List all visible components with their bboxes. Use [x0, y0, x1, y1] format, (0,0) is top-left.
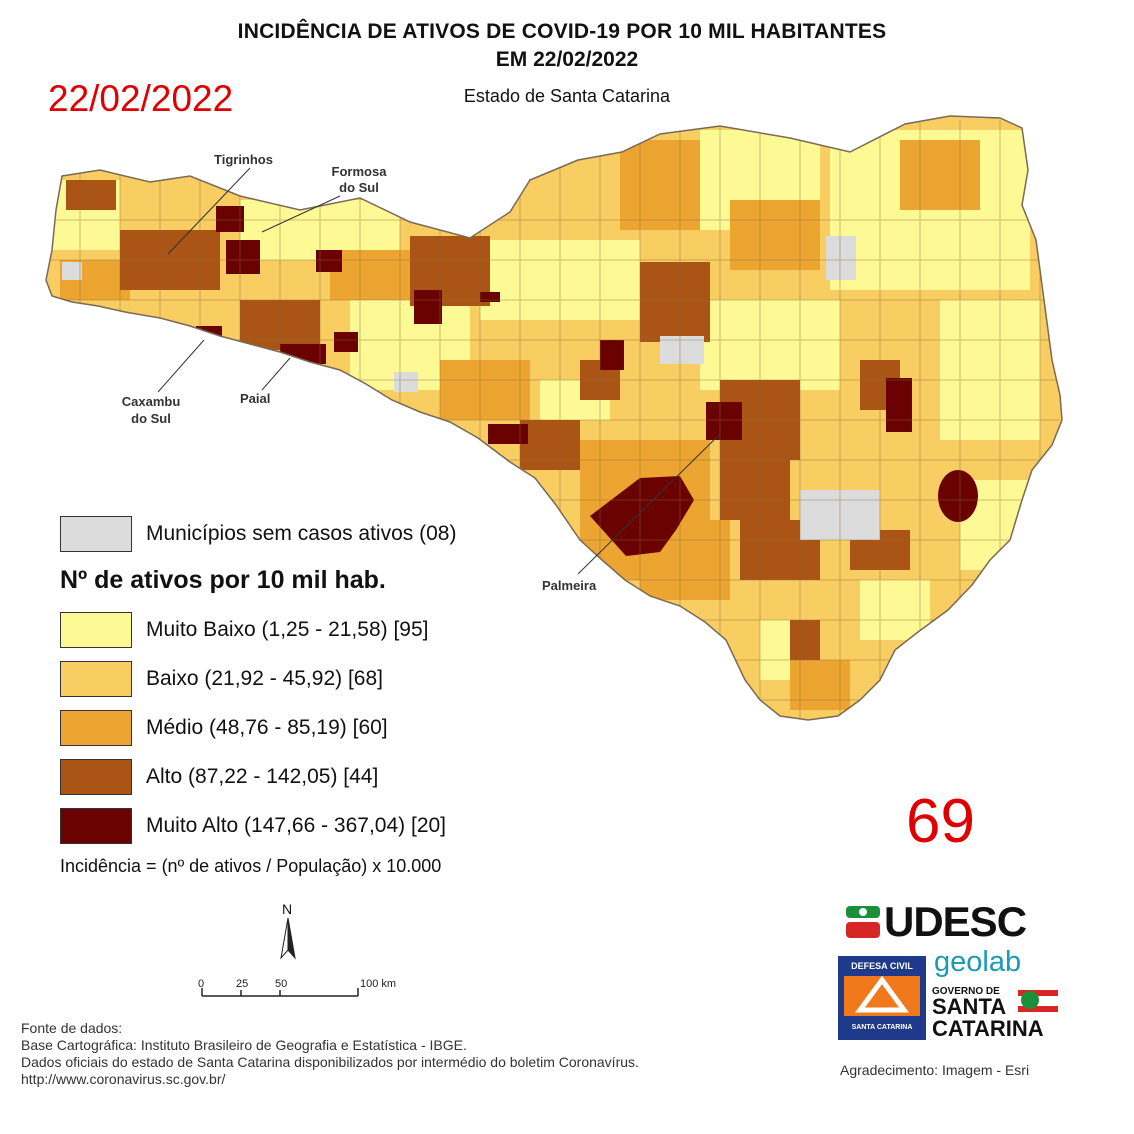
region-sem-casos [62, 262, 82, 280]
leader-tigrinhos [167, 167, 251, 255]
label-paial: Paial [240, 391, 271, 406]
scale-tick-100: 100 km [360, 978, 397, 990]
defesa-civil-bottom-text: SANTA CATARINA [838, 1016, 926, 1040]
region-muito-baixo [940, 300, 1040, 440]
legend-label-no-cases: Municípios sem casos ativos (08) [146, 522, 457, 545]
region-muito-alto [196, 326, 222, 356]
legend-label-muito-alto: Muito Alto (147,66 - 367,04) [20] [146, 814, 447, 837]
region-medio [900, 140, 980, 210]
region-muito-alto [600, 340, 624, 370]
date-annotation: 22/02/2022 [48, 78, 234, 119]
region-sem-casos [394, 372, 418, 392]
legend-swatch-muito-alto [60, 808, 132, 844]
region-muito-alto [334, 332, 358, 352]
data-sources: Fonte de dados: Base Cartográfica: Insti… [21, 1020, 639, 1088]
legend-heading: Nº de ativos por 10 mil hab. [60, 566, 386, 594]
legend-label-baixo: Baixo (21,92 - 45,92) [68] [146, 667, 383, 690]
label-leader-lines [157, 167, 721, 575]
region-medio [790, 660, 850, 710]
region-muito-alto [480, 292, 500, 302]
gov-sc-name: SANTA CATARINA [932, 996, 1044, 1040]
legend-label-muito-baixo: Muito Baixo (1,25 - 21,58) [95] [146, 618, 429, 641]
scale-tick-50: 50 [275, 978, 288, 990]
gov-sc-line1: GOVERNO DE [932, 986, 1000, 997]
leader-formosa [261, 195, 341, 233]
label-caxambu-line2: do Sul [131, 411, 171, 426]
sc-flag-logo [1018, 990, 1058, 1012]
scale-bar [201, 988, 359, 997]
region-muito-baixo [700, 300, 840, 390]
big-number-annotation: 69 [906, 787, 975, 856]
north-label: N [282, 901, 293, 917]
label-palmeira: Palmeira [542, 578, 597, 593]
region-alto [790, 620, 820, 660]
leader-palmeira [577, 433, 721, 575]
region-muito-alto [886, 378, 912, 432]
leader-caxambu [157, 339, 205, 393]
legend-swatch-medio [60, 710, 132, 746]
region-muito-alto [706, 402, 742, 440]
gov-sc-line3: CATARINA [932, 1016, 1044, 1041]
map-subtitle: Estado de Santa Catarina [463, 86, 671, 106]
leader-paial [261, 357, 291, 391]
source-line-4: http://www.coronavirus.sc.gov.br/ [21, 1071, 226, 1087]
legend-swatch-muito-baixo [60, 612, 132, 648]
label-tigrinhos: Tigrinhos [214, 152, 273, 167]
legend-swatch-no-cases [60, 516, 132, 552]
region-alto [640, 262, 710, 342]
region-sem-casos [660, 336, 704, 364]
udesc-logo-text: UDESC [884, 898, 1027, 945]
udesc-logo-mark [846, 906, 880, 938]
region-muito-alto [226, 240, 260, 274]
geolab-logo-text: geolab [934, 946, 1022, 978]
label-formosa-line2: do Sul [339, 180, 379, 195]
legend-label-medio: Médio (48,76 - 85,19) [60] [146, 716, 388, 739]
map-title-line1: INCIDÊNCIA DE ATIVOS DE COVID-19 POR 10 … [237, 20, 887, 43]
legend-swatch-alto [60, 759, 132, 795]
source-line-3: Dados oficiais do estado de Santa Catari… [21, 1054, 639, 1070]
region-alto [720, 460, 790, 520]
region-muito-alto [414, 290, 442, 324]
source-line-2: Base Cartográfica: Instituto Brasileiro … [21, 1037, 467, 1053]
region-muito-alto [216, 206, 244, 232]
acknowledgement: Agradecimento: Imagem - Esri [840, 1062, 1030, 1078]
source-line-1: Fonte de dados: [21, 1020, 123, 1036]
region-sem-casos [826, 236, 856, 280]
region-medio [440, 360, 530, 420]
label-caxambu-line1: Caxambu [121, 394, 181, 409]
legend-label-alto: Alto (87,22 - 142,05) [44] [146, 765, 379, 788]
state-border [45, 115, 1063, 721]
label-formosa-line1: Formosa [331, 164, 387, 179]
scale-tick-25: 25 [236, 978, 249, 990]
region-muito-baixo [860, 580, 930, 640]
region-muito-alto [316, 250, 342, 272]
region-medio [330, 250, 410, 300]
incidence-formula: Incidência = (nº de ativos / População) … [60, 856, 442, 876]
region-alto [66, 180, 116, 210]
legend-swatch-baixo [60, 661, 132, 697]
scale-tick-0: 0 [198, 978, 205, 990]
gov-sc-line2: SANTA [932, 994, 1007, 1019]
map-title-line2: EM 22/02/2022 [495, 48, 639, 71]
region-alto [520, 420, 580, 470]
region-medio [730, 200, 820, 270]
region-medio [620, 140, 700, 230]
region-muito-alto [938, 470, 978, 522]
defesa-civil-top-text: DEFESA CIVIL [838, 956, 926, 976]
north-arrow [280, 917, 296, 960]
region-muito-alto [488, 424, 528, 444]
